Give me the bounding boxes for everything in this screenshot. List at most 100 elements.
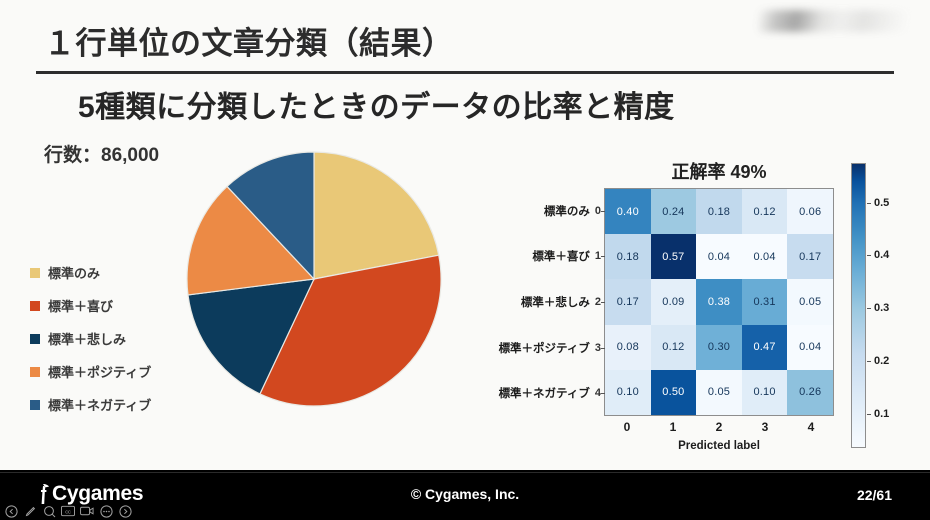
y-label-text: 標準＋ポジティブ xyxy=(498,342,590,355)
forward-icon[interactable] xyxy=(118,504,132,518)
video-icon[interactable] xyxy=(80,504,94,518)
y-label-index: 4 xyxy=(594,387,601,400)
y-label-index: 2 xyxy=(594,295,601,308)
pie-slice xyxy=(186,185,316,296)
colorbar-tick xyxy=(867,413,871,415)
pie-chart xyxy=(185,150,443,408)
y-axis-tick xyxy=(601,302,605,303)
confusion-matrix-cell: 0.17 xyxy=(787,234,833,280)
svg-text:cc: cc xyxy=(65,509,71,515)
footer-top-divider xyxy=(0,472,930,473)
cc-icon[interactable]: cc xyxy=(61,504,75,518)
pie-legend: 標準のみ標準＋喜び標準＋悲しみ標準＋ポジティブ標準＋ネガティブ xyxy=(30,256,190,421)
legend-swatch xyxy=(30,333,40,344)
colorbar-tick xyxy=(867,202,871,204)
confusion-matrix-y-label: 標準のみ 0 xyxy=(455,188,601,234)
colorbar-tick xyxy=(867,255,871,257)
confusion-matrix-cell: 0.04 xyxy=(787,324,833,370)
colorbar-tick xyxy=(867,308,871,310)
confusion-matrix-x-label: 0 xyxy=(623,420,631,434)
legend-item: 標準＋ポジティブ xyxy=(30,355,190,388)
y-label-text: 標準＋悲しみ xyxy=(520,296,590,309)
confusion-matrix-cell: 0.10 xyxy=(741,369,788,415)
colorbar-tick-label: 0.4 xyxy=(874,249,890,262)
confusion-matrix-cell: 0.57 xyxy=(650,234,697,280)
confusion-matrix-x-label: 3 xyxy=(761,420,769,434)
pen-icon[interactable] xyxy=(23,504,37,518)
y-axis-tick xyxy=(601,210,605,212)
confusion-matrix-x-label: 2 xyxy=(715,420,723,434)
y-label-text: 標準＋ネガティブ xyxy=(498,388,590,401)
page-title: １行単位の文章分類（結果） xyxy=(44,26,454,61)
confusion-matrix-cell: 0.31 xyxy=(741,279,788,325)
confusion-matrix-cell: 0.17 xyxy=(605,279,651,325)
blurred-watermark xyxy=(758,10,908,32)
confusion-matrix-y-label: 標準＋悲しみ 2 xyxy=(455,279,601,325)
page-number: 22/61 xyxy=(856,487,892,503)
confusion-matrix-y-label: 標準＋喜び 1 xyxy=(455,234,601,280)
player-controls[interactable]: cc xyxy=(4,504,132,518)
pie-slice xyxy=(313,151,440,280)
pie-slice xyxy=(226,151,315,281)
y-label-index: 1 xyxy=(594,250,601,263)
confusion-matrix-grid: 0.40 0.24 0.18 0.12 0.06 0.18 0.57 0.04 0.04 0.17… xyxy=(604,188,834,416)
cygames-mark-icon xyxy=(36,483,50,505)
y-label-text: 標準のみ xyxy=(543,205,590,218)
confusion-matrix-x-labels: 0 1 2 3 4 xyxy=(604,420,834,434)
confusion-matrix-cell: 0.12 xyxy=(741,189,788,235)
legend-swatch xyxy=(30,366,40,377)
confusion-matrix-cell: 0.09 xyxy=(650,279,697,325)
confusion-matrix-y-labels: 標準のみ 0 標準＋喜び 1 標準＋悲しみ 2 標準＋ポジティブ 3 標準＋ネガティブ 4 xyxy=(455,188,601,416)
confusion-matrix-cell: 0.05 xyxy=(696,369,742,415)
confusion-matrix-y-label: 標準＋ネガティブ 4 xyxy=(455,370,601,416)
confusion-matrix-x-label: 1 xyxy=(669,420,677,434)
legend-swatch xyxy=(30,300,40,311)
legend-label: 標準のみ xyxy=(48,266,101,281)
confusion-matrix-cell: 0.08 xyxy=(605,324,651,370)
pie-slice xyxy=(259,254,442,407)
confusion-matrix-y-label: 標準＋ポジティブ 3 xyxy=(455,325,601,371)
cygames-logo: Cygames xyxy=(36,482,144,506)
confusion-matrix-cell: 0.04 xyxy=(696,234,742,280)
confusion-matrix-cell: 0.05 xyxy=(787,279,833,325)
back-icon[interactable] xyxy=(4,504,18,518)
magnifier-icon[interactable] xyxy=(42,504,56,518)
legend-item: 標準＋ネガティブ xyxy=(30,388,190,421)
legend-item: 標準＋悲しみ xyxy=(30,322,190,355)
pie-slice xyxy=(187,278,316,395)
legend-swatch xyxy=(30,399,40,410)
confusion-matrix-cell: 0.30 xyxy=(696,324,742,370)
legend-label: 標準＋悲しみ xyxy=(48,332,127,347)
colorbar-tick-label: 0.3 xyxy=(874,302,890,315)
y-label-index: 3 xyxy=(594,341,601,354)
confusion-matrix-cell: 0.47 xyxy=(741,324,788,370)
footer-copyright: © Cygames, Inc. xyxy=(410,486,520,502)
legend-item: 標準のみ xyxy=(30,256,190,289)
y-label-index: 0 xyxy=(594,204,601,217)
y-axis-tick xyxy=(601,256,605,258)
title-divider xyxy=(36,71,894,74)
confusion-matrix-x-label: 4 xyxy=(807,420,815,434)
confusion-matrix-cell: 0.38 xyxy=(696,279,742,325)
confusion-matrix-cell: 0.26 xyxy=(787,369,833,415)
colorbar-tick-label: 0.5 xyxy=(874,196,890,209)
confusion-matrix-cell: 0.04 xyxy=(741,234,788,280)
pie-chart-svg xyxy=(186,151,442,407)
confusion-matrix-cell: 0.24 xyxy=(650,189,697,235)
colorbar-tick-label: 0.2 xyxy=(874,354,890,367)
footer-bar: Cygames © Cygames, Inc. 22/61 xyxy=(0,470,930,520)
y-axis-tick xyxy=(601,347,605,349)
confusion-matrix-cell: 0.50 xyxy=(650,369,697,415)
legend-label: 標準＋喜び xyxy=(48,299,114,314)
colorbar-tick-label: 0.1 xyxy=(874,407,890,420)
confusion-matrix-cell: 0.12 xyxy=(650,324,697,370)
page-subtitle: 5種類に分類したときのデータの比率と精度 xyxy=(78,91,675,124)
legend-label: 標準＋ネガティブ xyxy=(48,398,152,413)
confusion-matrix-cell: 0.10 xyxy=(605,369,651,415)
colorbar xyxy=(851,163,866,448)
colorbar-tick xyxy=(867,360,871,362)
more-icon[interactable] xyxy=(99,504,113,518)
legend-item: 標準＋喜び xyxy=(30,289,190,322)
confusion-matrix-title: 正解率 49% xyxy=(671,162,767,182)
